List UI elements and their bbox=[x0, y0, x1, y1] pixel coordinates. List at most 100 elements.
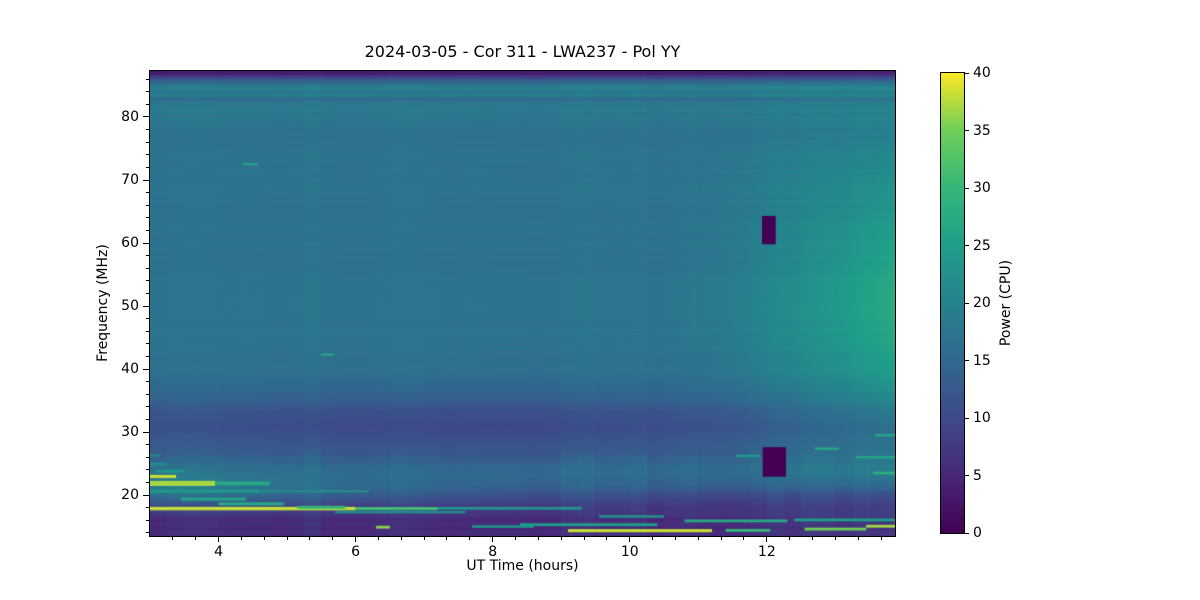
y-major-tick bbox=[143, 368, 149, 370]
x-minor-tick bbox=[652, 537, 654, 540]
colorbar-tick bbox=[965, 302, 969, 304]
colorbar-tick-label: 20 bbox=[973, 295, 991, 311]
y-major-tick bbox=[143, 494, 149, 496]
colorbar-tick-label: 10 bbox=[973, 410, 991, 426]
plot-title: 2024-03-05 - Cor 311 - LWA237 - Pol YY bbox=[364, 42, 681, 61]
y-major-tick bbox=[143, 305, 149, 307]
y-minor-tick bbox=[146, 519, 149, 521]
x-minor-tick bbox=[720, 537, 722, 540]
colorbar-tick bbox=[965, 72, 969, 74]
x-major-tick bbox=[355, 537, 357, 542]
y-tick-label: 20 bbox=[121, 487, 139, 504]
colorbar-tick bbox=[965, 532, 969, 534]
colorbar-tick bbox=[965, 130, 969, 131]
x-minor-tick bbox=[515, 537, 517, 540]
y-tick-label: 80 bbox=[121, 108, 139, 125]
y-minor-tick bbox=[146, 330, 149, 332]
x-minor-tick bbox=[606, 537, 608, 540]
x-minor-tick bbox=[697, 537, 699, 540]
y-minor-tick bbox=[146, 229, 149, 231]
x-minor-tick bbox=[583, 537, 585, 540]
x-axis-label: UT Time (hours) bbox=[466, 558, 579, 574]
x-major-tick bbox=[218, 537, 220, 542]
y-tick-label: 60 bbox=[121, 235, 139, 251]
x-minor-tick bbox=[537, 537, 539, 540]
y-tick-label: 40 bbox=[121, 361, 139, 378]
y-minor-tick bbox=[146, 481, 149, 483]
y-minor-tick bbox=[146, 267, 149, 269]
y-minor-tick bbox=[146, 444, 149, 446]
colorbar-tick-label: 25 bbox=[973, 237, 991, 254]
x-tick-label: 6 bbox=[351, 544, 361, 560]
x-major-tick bbox=[629, 537, 631, 542]
x-minor-tick bbox=[377, 537, 379, 540]
x-major-tick bbox=[492, 537, 494, 542]
y-minor-tick bbox=[146, 355, 149, 357]
y-minor-tick bbox=[146, 204, 149, 206]
x-minor-tick bbox=[446, 537, 448, 540]
y-minor-tick bbox=[146, 532, 149, 534]
x-minor-tick bbox=[423, 537, 425, 540]
y-tick-label: 70 bbox=[121, 172, 139, 188]
y-minor-tick bbox=[146, 418, 149, 420]
x-minor-tick bbox=[560, 537, 562, 540]
colorbar-tick-label: 35 bbox=[973, 122, 991, 139]
y-minor-tick bbox=[146, 292, 149, 294]
y-minor-tick bbox=[146, 255, 149, 257]
y-minor-tick bbox=[146, 406, 149, 408]
x-tick-label: 10 bbox=[620, 544, 639, 560]
colorbar-tick-label: 15 bbox=[973, 352, 991, 369]
y-minor-tick bbox=[146, 91, 149, 93]
x-minor-tick bbox=[240, 537, 242, 540]
y-minor-tick bbox=[146, 141, 149, 143]
x-minor-tick bbox=[789, 537, 791, 540]
x-minor-tick bbox=[172, 537, 174, 540]
y-minor-tick bbox=[146, 393, 149, 395]
colorbar-tick bbox=[965, 245, 969, 246]
colorbar-tick bbox=[965, 475, 969, 476]
x-minor-tick bbox=[263, 537, 265, 540]
colorbar-tick bbox=[965, 417, 969, 419]
y-tick-label: 30 bbox=[121, 424, 139, 441]
y-major-tick bbox=[143, 431, 149, 433]
colorbar-tick-label: 0 bbox=[973, 525, 982, 541]
y-tick-label: 50 bbox=[121, 298, 139, 315]
spectrogram-heatmap bbox=[150, 71, 895, 536]
y-minor-tick bbox=[146, 166, 149, 168]
y-minor-tick bbox=[146, 456, 149, 458]
x-minor-tick bbox=[857, 537, 859, 540]
colorbar-gradient bbox=[941, 73, 964, 533]
x-minor-tick bbox=[469, 537, 471, 540]
y-minor-tick bbox=[146, 469, 149, 471]
colorbar-tick bbox=[965, 187, 969, 189]
y-minor-tick bbox=[146, 217, 149, 219]
colorbar-tick-label: 5 bbox=[973, 467, 982, 484]
y-minor-tick bbox=[146, 154, 149, 156]
y-minor-tick bbox=[146, 381, 149, 383]
colorbar-tick bbox=[965, 360, 969, 361]
x-tick-label: 4 bbox=[214, 544, 223, 560]
colorbar-tick-label: 40 bbox=[973, 65, 991, 81]
x-minor-tick bbox=[743, 537, 745, 540]
x-minor-tick bbox=[332, 537, 334, 540]
x-tick-label: 12 bbox=[757, 544, 776, 560]
colorbar-tick-label: 30 bbox=[973, 180, 991, 196]
y-minor-tick bbox=[146, 103, 149, 105]
x-minor-tick bbox=[812, 537, 814, 540]
y-major-tick bbox=[143, 179, 149, 181]
x-minor-tick bbox=[674, 537, 676, 540]
y-minor-tick bbox=[146, 343, 149, 345]
x-minor-tick bbox=[286, 537, 288, 540]
y-minor-tick bbox=[146, 318, 149, 320]
y-minor-tick bbox=[146, 129, 149, 131]
y-minor-tick bbox=[146, 192, 149, 194]
y-major-tick bbox=[143, 116, 149, 118]
y-major-tick bbox=[143, 242, 149, 244]
x-minor-tick bbox=[195, 537, 197, 540]
x-major-tick bbox=[766, 537, 768, 542]
x-minor-tick bbox=[834, 537, 836, 540]
x-minor-tick bbox=[400, 537, 402, 540]
y-minor-tick bbox=[146, 78, 149, 80]
colorbar bbox=[940, 72, 965, 534]
